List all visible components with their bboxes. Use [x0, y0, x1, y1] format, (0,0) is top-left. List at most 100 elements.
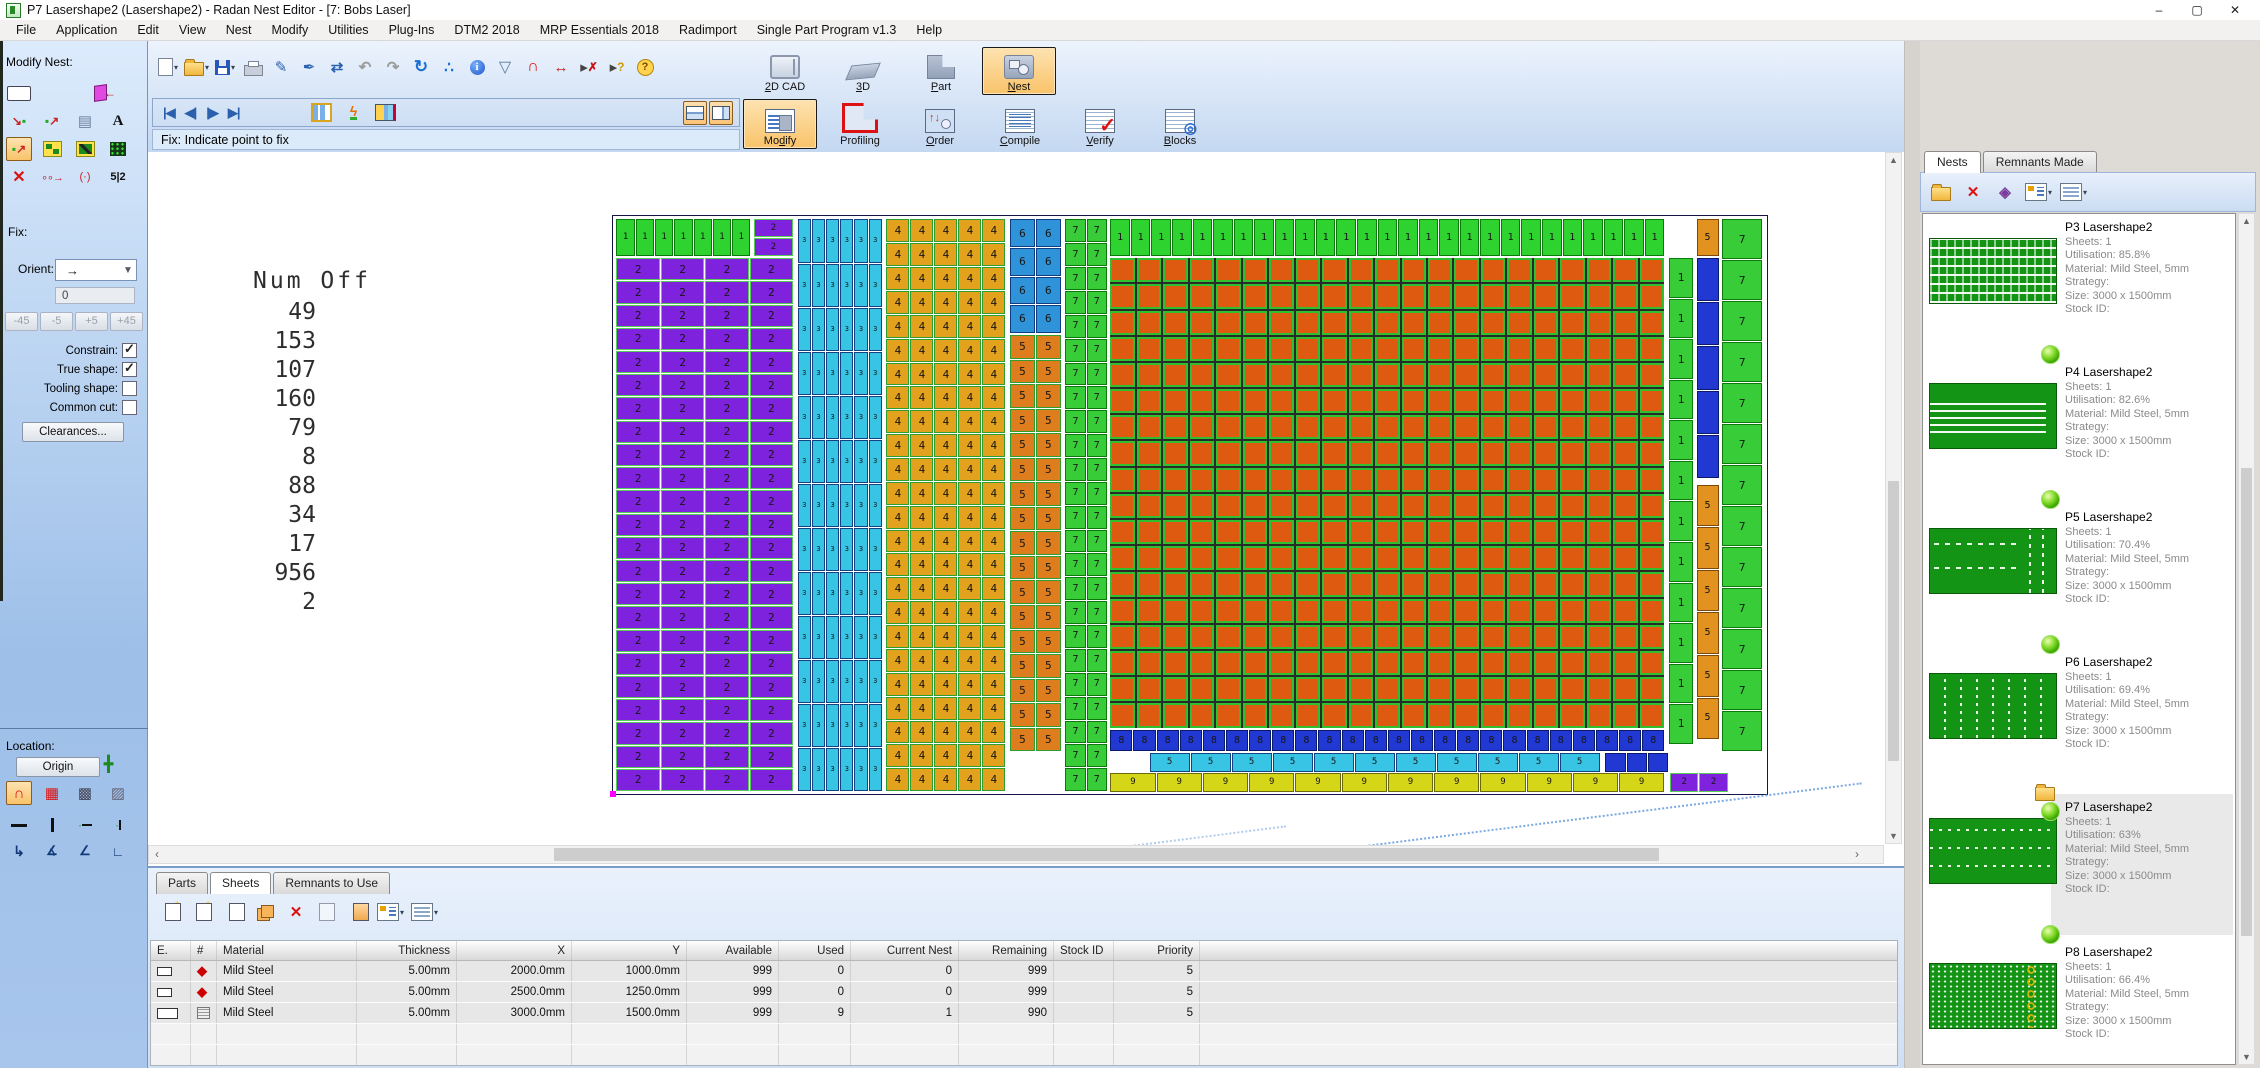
nest-part-5[interactable]: 5: [1036, 531, 1061, 555]
nest-part-2[interactable]: 2: [750, 444, 793, 466]
nest-part-5[interactable]: 5: [1697, 612, 1719, 654]
nest-part-5[interactable]: 5: [1010, 409, 1035, 433]
nest-part[interactable]: [1481, 546, 1505, 570]
nest-thumbnail[interactable]: [1929, 963, 2057, 1029]
nest-part-2[interactable]: 2: [616, 444, 659, 466]
nest-part-4[interactable]: 4: [934, 697, 957, 720]
scroll-down-icon[interactable]: ▼: [1886, 831, 1901, 841]
nest-part-8[interactable]: 8: [1527, 730, 1549, 751]
nest-part-4[interactable]: 4: [958, 219, 981, 242]
snap-grid-angle-icon[interactable]: ▨: [105, 781, 131, 805]
nest-part[interactable]: [1613, 468, 1637, 492]
nest-part-2[interactable]: 2: [616, 653, 659, 675]
nest-part[interactable]: [1640, 625, 1664, 649]
nest-part[interactable]: [1375, 520, 1399, 544]
insert-sheet-icon[interactable]: *: [191, 900, 215, 924]
nest-part-4[interactable]: 4: [910, 721, 933, 744]
nest-part-4[interactable]: 4: [958, 601, 981, 624]
nest-part[interactable]: [1216, 546, 1240, 570]
nest-part-3[interactable]: 3: [826, 616, 839, 659]
nest-part-1[interactable]: 1: [1501, 219, 1521, 255]
nest-part-4[interactable]: 4: [886, 434, 909, 457]
split-horizontal-toggle[interactable]: [683, 101, 707, 125]
nest-part-2[interactable]: 2: [1699, 773, 1727, 791]
nest-part-7[interactable]: 7: [1065, 434, 1085, 457]
mirror-parts-icon[interactable]: 5|2: [105, 165, 131, 189]
split-vertical-toggle[interactable]: [709, 101, 733, 125]
nest-part-3[interactable]: 3: [840, 616, 853, 659]
nest-part-7[interactable]: 7: [1722, 711, 1762, 751]
nest-part[interactable]: [1110, 363, 1134, 387]
nest-part[interactable]: [1402, 337, 1426, 361]
nest-entry-p5-lasershape2[interactable]: P5 Lasershape2Sheets: 1Utilisation: 70.4…: [1923, 506, 2235, 651]
nest-part-8[interactable]: 8: [1619, 730, 1641, 751]
nest-part[interactable]: [1507, 494, 1531, 518]
nest-part-7[interactable]: 7: [1722, 465, 1762, 505]
nest-part-4[interactable]: 4: [958, 315, 981, 338]
mode-modify-button[interactable]: Modify: [743, 99, 817, 149]
nest-part-7[interactable]: 7: [1087, 577, 1107, 600]
nest-part[interactable]: [1454, 651, 1478, 675]
nest-part[interactable]: [1402, 389, 1426, 413]
nest-part[interactable]: [1534, 363, 1558, 387]
nest-part-2[interactable]: 2: [661, 397, 704, 419]
nest-part-3[interactable]: 3: [812, 704, 825, 747]
nest-part[interactable]: [1560, 520, 1584, 544]
nest-part[interactable]: [1454, 284, 1478, 308]
nav-previous-button[interactable]: ◀|: [181, 104, 201, 122]
nest-part[interactable]: [1269, 389, 1293, 413]
nest-part[interactable]: [1507, 546, 1531, 570]
scrollbar-thumb[interactable]: [2241, 468, 2252, 936]
nest-part-4[interactable]: 4: [934, 601, 957, 624]
nest-part[interactable]: [1534, 311, 1558, 335]
nest-part[interactable]: [1627, 753, 1647, 772]
nest-part-2[interactable]: 2: [750, 397, 793, 419]
nest-part[interactable]: [1349, 625, 1373, 649]
nest-part[interactable]: [1243, 546, 1267, 570]
nest-part-3[interactable]: 3: [869, 440, 882, 483]
nest-part[interactable]: [1190, 258, 1214, 282]
nest-part-2[interactable]: 2: [705, 606, 748, 628]
nest-part[interactable]: [1507, 441, 1531, 465]
nest-part[interactable]: [1296, 389, 1320, 413]
scroll-up-icon[interactable]: ▲: [2239, 216, 2254, 226]
nest-part[interactable]: [1137, 441, 1161, 465]
nest-part-5[interactable]: 5: [1036, 580, 1061, 604]
snap-angle-to-icon[interactable]: ∠: [72, 839, 98, 863]
nest-part[interactable]: [1216, 572, 1240, 596]
nest-part[interactable]: [1481, 703, 1505, 727]
nest-part-4[interactable]: 4: [910, 625, 933, 648]
nest-part-5[interactable]: 5: [1036, 728, 1061, 752]
nest-part[interactable]: [1216, 703, 1240, 727]
nest-part[interactable]: [1402, 520, 1426, 544]
nest-part-7[interactable]: 7: [1722, 629, 1762, 669]
nest-part[interactable]: [1613, 415, 1637, 439]
nest-part[interactable]: [1640, 441, 1664, 465]
nest-part[interactable]: [1454, 337, 1478, 361]
view-details-icon[interactable]: ▾: [2060, 180, 2087, 204]
nest-part[interactable]: [1454, 363, 1478, 387]
nest-part-3[interactable]: 3: [869, 308, 882, 351]
nest-part[interactable]: [1613, 311, 1637, 335]
nest-part-5[interactable]: 5: [1519, 753, 1559, 772]
nest-part[interactable]: [1163, 258, 1187, 282]
nest-part-4[interactable]: 4: [910, 315, 933, 338]
nest-part-5[interactable]: 5: [1560, 753, 1600, 772]
nest-part[interactable]: [1534, 599, 1558, 623]
nest-part-6[interactable]: 6: [1010, 219, 1035, 247]
nest-part-4[interactable]: 4: [982, 768, 1005, 791]
nest-part-4[interactable]: 4: [934, 768, 957, 791]
nest-part-4[interactable]: 4: [958, 267, 981, 290]
nest-part-8[interactable]: 8: [1157, 730, 1179, 751]
scroll-right-icon[interactable]: ›: [1855, 847, 1859, 861]
nest-part-2[interactable]: 2: [661, 305, 704, 327]
nest-part-7[interactable]: 7: [1087, 768, 1107, 791]
nest-part-9[interactable]: 9: [1527, 773, 1572, 791]
nest-part-3[interactable]: 3: [812, 308, 825, 351]
nest-part[interactable]: [1375, 572, 1399, 596]
nest-part-2[interactable]: 2: [616, 676, 659, 698]
nest-part-7[interactable]: 7: [1065, 577, 1085, 600]
nest-part-1[interactable]: 1: [1378, 219, 1398, 255]
nest-part-2[interactable]: 2: [705, 328, 748, 350]
nest-part[interactable]: [1110, 389, 1134, 413]
